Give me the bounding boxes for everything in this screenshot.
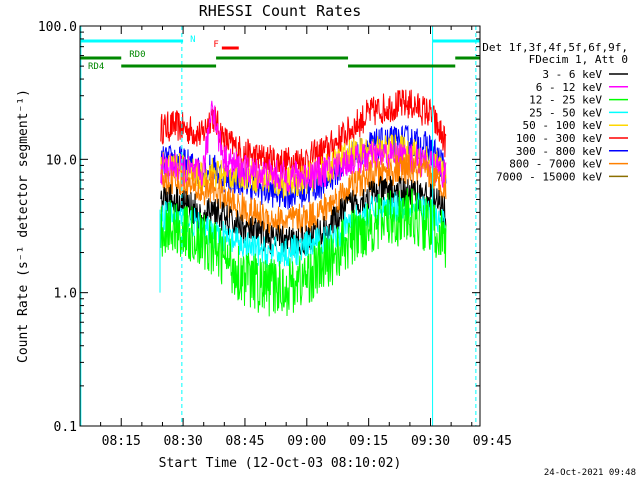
x-tick-label: 09:45 <box>473 434 512 449</box>
y-axis-label: Count Rate (s⁻¹ detector segment⁻¹) <box>16 89 31 363</box>
legend-entry-label: 3 - 6 keV <box>542 68 602 81</box>
axis-ticks: 08:15 08:30 08:45 09:00 09:15 09:30 09:45 0.1 1.… <box>38 20 512 449</box>
x-tick-label: 09:00 <box>287 434 326 449</box>
x-tick-label: 09:30 <box>411 434 450 449</box>
time-bar-label: RD4 <box>88 62 104 72</box>
legend-entry-label: 800 - 7000 keV <box>509 158 602 171</box>
footer-timestamp: 24-Oct-2021 09:48 <box>544 468 636 478</box>
x-tick-label: 08:30 <box>164 434 203 449</box>
legend-entry-label: 6 - 12 keV <box>536 81 603 94</box>
legend-entry-label: 50 - 100 keV <box>523 119 603 132</box>
y-tick-label: 100.0 <box>38 20 77 35</box>
series-line-800-7000-kev <box>160 153 447 236</box>
time-bar-label: N <box>190 35 195 45</box>
x-tick-label: 08:15 <box>102 434 141 449</box>
x-tick-label: 08:45 <box>225 434 264 449</box>
time-bar-label: F <box>213 40 218 50</box>
y-tick-label: 10.0 <box>46 153 77 168</box>
y-tick-label: 1.0 <box>54 287 77 302</box>
legend: Det 1f,3f,4f,5f,6f,9f,FDecim 1, Att 0 3 -… <box>482 41 628 183</box>
time-bar-label: RD0 <box>129 50 145 60</box>
legend-entry-label: 12 - 25 keV <box>529 94 602 107</box>
legend-entry-label: 7000 - 15000 keV <box>496 170 602 183</box>
marker-layer <box>80 26 477 426</box>
series-layer <box>159 89 447 317</box>
series-line-6-12-kev <box>160 100 447 193</box>
series-line-12-25-kev <box>160 188 447 317</box>
plot-frame <box>79 25 481 427</box>
legend-header-line: FDecim 1, Att 0 <box>529 53 628 66</box>
chart-title: RHESSI Count Rates <box>199 2 362 20</box>
x-axis-label: Start Time (12-Oct-03 08:10:02) <box>159 456 402 471</box>
legend-entry-label: 300 - 800 keV <box>516 145 602 158</box>
legend-entry-label: 100 - 300 keV <box>516 132 602 145</box>
time-bar-layer: N F RD0 RD4 <box>80 35 480 72</box>
legend-header-line: Det 1f,3f,4f,5f,6f,9f, <box>482 41 628 54</box>
x-tick-label: 09:15 <box>349 434 388 449</box>
y-tick-label: 0.1 <box>54 420 77 435</box>
legend-entry-label: 25 - 50 keV <box>529 106 602 119</box>
